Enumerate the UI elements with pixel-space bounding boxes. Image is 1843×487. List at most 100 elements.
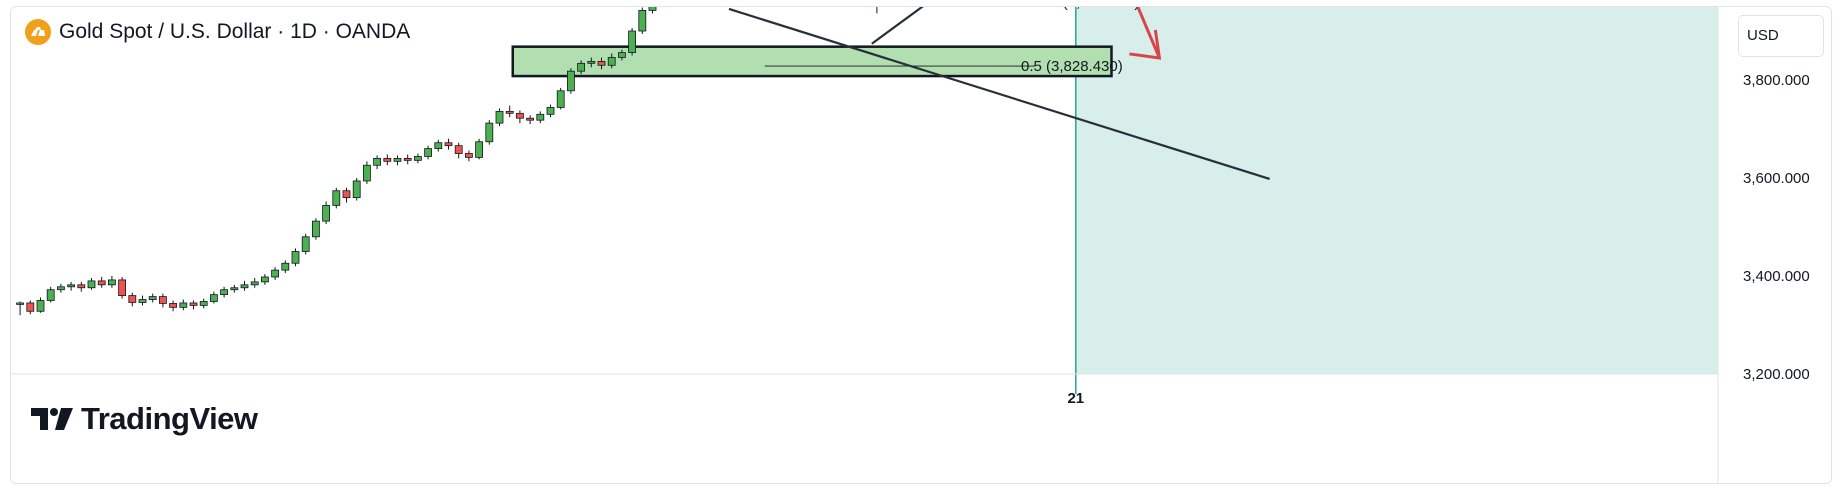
- candle-body-up: [362, 164, 371, 182]
- candle: [240, 280, 249, 291]
- candle-body-up: [108, 279, 116, 286]
- forecast-arrowhead: [1129, 29, 1162, 60]
- candle: [444, 138, 453, 150]
- candle: [485, 120, 494, 145]
- candle: [515, 110, 524, 124]
- candle: [628, 28, 636, 56]
- candle-body-up: [628, 30, 636, 53]
- candle: [128, 292, 137, 307]
- candle-body-up: [648, 7, 657, 11]
- candle-body-up: [148, 296, 157, 300]
- price-axis-tick-label: 3,600.000: [1743, 170, 1810, 187]
- candle-body-up: [311, 220, 320, 238]
- candle: [546, 104, 555, 118]
- candle-body-up: [638, 10, 647, 32]
- candle-body-down: [118, 279, 126, 297]
- candle: [301, 233, 310, 255]
- candle-body-up: [260, 276, 269, 283]
- candle-body-up: [587, 60, 596, 64]
- candle-body-down: [526, 117, 534, 121]
- candle: [16, 301, 24, 316]
- candle-body-up: [352, 180, 361, 199]
- candle: [209, 291, 218, 304]
- candle: [230, 284, 239, 293]
- candle: [26, 300, 35, 315]
- candle-body-down: [597, 60, 606, 66]
- candle: [118, 276, 126, 299]
- candle-body-up: [607, 57, 616, 66]
- candle: [108, 276, 116, 288]
- candle-body-up: [434, 142, 443, 150]
- candle-body-up: [271, 269, 280, 278]
- candle-body-up: [57, 286, 65, 291]
- currency-selector[interactable]: USD: [1738, 15, 1824, 57]
- fib-level-label: 0.5 (3,828.430): [1021, 58, 1123, 75]
- candle: [46, 286, 55, 303]
- candle: [36, 297, 45, 313]
- candle: [577, 60, 585, 75]
- symbol-header: Gold Spot / U.S. Dollar · 1D · OANDA: [25, 19, 410, 45]
- forecast-zone: [1075, 7, 1718, 374]
- candle-body-up: [393, 157, 402, 162]
- candle: [618, 49, 626, 61]
- candle-body-up: [250, 281, 259, 286]
- candle: [260, 274, 269, 285]
- gold-coin-icon: [25, 19, 51, 45]
- candle: [362, 161, 371, 184]
- candle: [383, 154, 392, 166]
- candle: [220, 286, 229, 298]
- candle-body-up: [577, 62, 585, 72]
- candle-body-down: [128, 295, 137, 303]
- candle-body-down: [26, 302, 35, 312]
- candle: [373, 155, 382, 170]
- candle-body-up: [495, 110, 504, 124]
- candle: [638, 7, 647, 34]
- candle: [352, 178, 361, 201]
- candle-body-down: [403, 157, 412, 161]
- candle: [189, 300, 198, 310]
- fib-level-label: 0.382 (3,959.333): [1021, 7, 1139, 11]
- candle: [77, 281, 86, 292]
- candle: [97, 276, 106, 288]
- candle: [57, 283, 65, 293]
- candle: [607, 53, 616, 69]
- candle-body-up: [46, 289, 55, 301]
- candle: [332, 187, 341, 209]
- rising-wedge-trendline: [871, 7, 924, 45]
- candle: [413, 153, 422, 164]
- candle-body-up: [413, 156, 422, 161]
- time-axis-label: 21: [1067, 390, 1084, 407]
- candle: [393, 155, 402, 166]
- candle: [311, 218, 320, 240]
- candle-body-up: [138, 299, 147, 303]
- candle: [526, 115, 534, 125]
- candle-body-up: [301, 236, 310, 252]
- chart-panel[interactable]: 0.707 (4,240.857)0.618 (4,197.248)0.5 (4…: [10, 6, 1832, 484]
- candle: [424, 145, 433, 160]
- chart-canvas[interactable]: 0.707 (4,240.857)0.618 (4,197.248)0.5 (4…: [11, 7, 1831, 483]
- candle-body-up: [87, 280, 96, 289]
- candle-body-down: [77, 284, 86, 289]
- candle: [291, 248, 300, 267]
- candle-body-down: [454, 145, 463, 154]
- candle-body-up: [424, 148, 433, 157]
- candle-body-down: [342, 190, 351, 199]
- candle-body-up: [67, 284, 75, 288]
- price-axis-tick-label: 3,200.000: [1743, 366, 1810, 383]
- candle: [495, 108, 504, 127]
- candle-body-down: [169, 303, 178, 308]
- candle: [434, 139, 443, 152]
- candle-body-down: [189, 302, 198, 306]
- candle-body-up: [281, 262, 290, 271]
- candle-body-up: [546, 107, 555, 115]
- candle: [148, 293, 157, 303]
- candle: [342, 187, 351, 203]
- symbol-title: Gold Spot / U.S. Dollar · 1D · OANDA: [59, 20, 411, 43]
- candle: [271, 267, 280, 280]
- candle-body-up: [291, 251, 300, 264]
- candle: [199, 298, 208, 309]
- candle: [464, 150, 473, 162]
- candle: [648, 7, 657, 14]
- candle-body-up: [556, 90, 565, 108]
- candle-body-up: [240, 284, 249, 289]
